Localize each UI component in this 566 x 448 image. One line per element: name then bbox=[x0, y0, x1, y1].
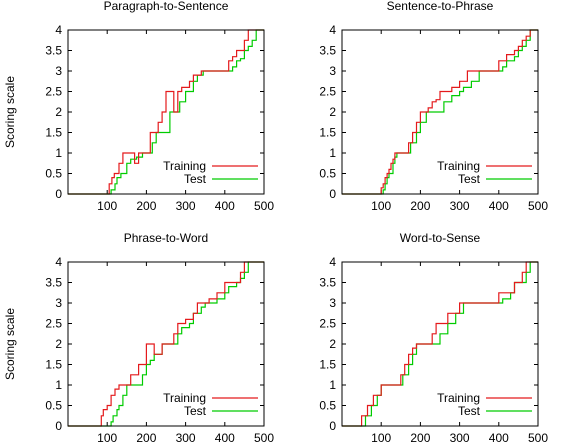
panel-4: Word-to-Sense 0 0.5 1 1.5 2 2.5 3 3.5 4 100 200 300 4… bbox=[319, 231, 548, 445]
x-tick-label: 400 bbox=[215, 199, 235, 213]
y-tick-label: 0.5 bbox=[45, 167, 62, 181]
y-tick-label: 2.5 bbox=[319, 317, 336, 331]
x-tick-label: 300 bbox=[450, 199, 470, 213]
legend-label-training: Training bbox=[163, 159, 206, 173]
x-tick-label: 100 bbox=[97, 431, 117, 445]
x-tick-label: 100 bbox=[371, 431, 391, 445]
chart-title: Paragraph-to-Sentence bbox=[104, 0, 229, 13]
plot-frame bbox=[67, 261, 265, 427]
y-tick-label: 4 bbox=[329, 23, 336, 37]
x-tick-label: 200 bbox=[136, 431, 156, 445]
y-axis-label: Scoring scale bbox=[3, 76, 17, 148]
series-group bbox=[342, 261, 538, 427]
panel-2: Sentence-to-Phrase 0 0.5 1 1.5 2 2.5 3 3.5 4 100 20… bbox=[319, 0, 548, 213]
x-tick-label: 300 bbox=[176, 431, 196, 445]
legend-label-test: Test bbox=[458, 404, 481, 418]
series-group bbox=[68, 29, 264, 195]
legend-label-test: Test bbox=[184, 172, 207, 186]
y-tick-label: 0 bbox=[55, 187, 62, 201]
y-tick-label: 0.5 bbox=[319, 167, 336, 181]
x-tick-label: 100 bbox=[371, 199, 391, 213]
x-tick-label: 500 bbox=[528, 431, 548, 445]
series-line-test bbox=[68, 261, 264, 427]
y-tick-label: 0 bbox=[55, 419, 62, 433]
y-tick-label: 3 bbox=[55, 296, 62, 310]
chart-title: Phrase-to-Word bbox=[124, 231, 208, 245]
y-tick-label: 3 bbox=[329, 64, 336, 78]
plot-frame bbox=[341, 29, 539, 195]
y-tick-label: 2.5 bbox=[45, 317, 62, 331]
x-tick-label: 300 bbox=[176, 199, 196, 213]
y-tick-label: 2 bbox=[55, 105, 62, 119]
panel-1: Paragraph-to-Sentence Scoring scale 0 0.5 1 1… bbox=[3, 0, 274, 213]
x-tick-label: 100 bbox=[97, 199, 117, 213]
series-line-training bbox=[68, 261, 264, 427]
y-tick-label: 1.5 bbox=[319, 358, 336, 372]
series-group bbox=[342, 29, 538, 195]
legend-label-training: Training bbox=[163, 391, 206, 405]
chart-title: Sentence-to-Phrase bbox=[387, 0, 494, 13]
y-tick-label: 3.5 bbox=[319, 276, 336, 290]
x-tick-label: 400 bbox=[489, 199, 509, 213]
y-tick-label: 1 bbox=[55, 378, 62, 392]
y-tick-label: 3.5 bbox=[45, 44, 62, 58]
series-line-test bbox=[68, 29, 264, 195]
legend-label-test: Test bbox=[458, 172, 481, 186]
y-tick-label: 0 bbox=[329, 419, 336, 433]
legend-label-training: Training bbox=[437, 159, 480, 173]
y-tick-label: 0.5 bbox=[45, 399, 62, 413]
y-tick-label: 3.5 bbox=[319, 44, 336, 58]
y-tick-label: 3 bbox=[329, 296, 336, 310]
chart-title: Word-to-Sense bbox=[400, 231, 481, 245]
series-line-test bbox=[342, 29, 538, 195]
y-tick-label: 2.5 bbox=[319, 85, 336, 99]
x-tick-label: 500 bbox=[254, 199, 274, 213]
x-tick-label: 400 bbox=[489, 431, 509, 445]
series-line-training bbox=[342, 261, 538, 427]
y-tick-label: 3 bbox=[55, 64, 62, 78]
y-axis-label: Scoring scale bbox=[3, 308, 17, 380]
y-tick-label: 1 bbox=[329, 146, 336, 160]
y-tick-label: 3.5 bbox=[45, 276, 62, 290]
y-tick-label: 1 bbox=[55, 146, 62, 160]
x-tick-label: 500 bbox=[528, 199, 548, 213]
x-tick-label: 200 bbox=[136, 199, 156, 213]
legend-label-test: Test bbox=[184, 404, 207, 418]
y-tick-label: 1.5 bbox=[319, 126, 336, 140]
y-tick-label: 1 bbox=[329, 378, 336, 392]
y-tick-label: 4 bbox=[55, 255, 62, 269]
y-tick-label: 2 bbox=[329, 105, 336, 119]
y-tick-label: 4 bbox=[55, 23, 62, 37]
series-line-training bbox=[68, 29, 264, 195]
y-tick-label: 2.5 bbox=[45, 85, 62, 99]
y-tick-label: 1.5 bbox=[45, 126, 62, 140]
x-tick-label: 400 bbox=[215, 431, 235, 445]
legend-label-training: Training bbox=[437, 391, 480, 405]
y-tick-label: 2 bbox=[329, 337, 336, 351]
y-tick-label: 4 bbox=[329, 255, 336, 269]
y-tick-label: 2 bbox=[55, 337, 62, 351]
x-tick-label: 500 bbox=[254, 431, 274, 445]
series-group bbox=[68, 261, 264, 427]
y-tick-label: 0 bbox=[329, 187, 336, 201]
y-tick-label: 0.5 bbox=[319, 399, 336, 413]
plot-frame bbox=[341, 261, 539, 427]
x-tick-label: 200 bbox=[410, 431, 430, 445]
x-tick-label: 300 bbox=[450, 431, 470, 445]
series-line-training bbox=[342, 29, 538, 195]
plot-frame bbox=[67, 29, 265, 195]
x-tick-label: 200 bbox=[410, 199, 430, 213]
panel-3: Phrase-to-Word Scoring scale 0 0.5 1 1.5 2 2.5 3… bbox=[3, 231, 274, 445]
y-tick-label: 1.5 bbox=[45, 358, 62, 372]
